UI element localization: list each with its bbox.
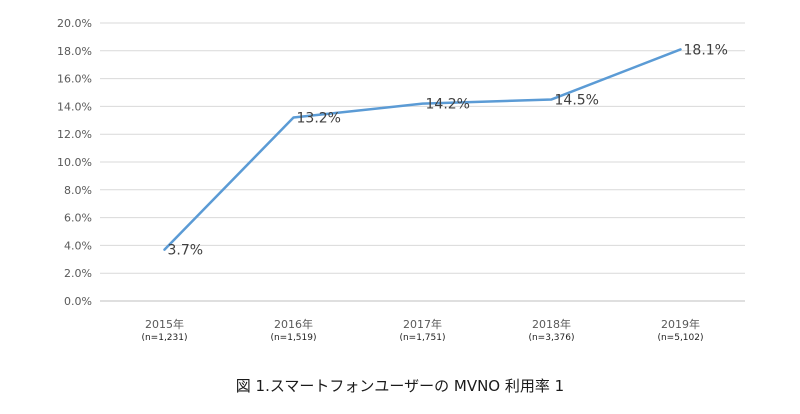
series-line-path — [163, 48, 682, 251]
x-tick-label: 2018年 — [532, 317, 571, 331]
data-labels: 3.7% 13.2% 14.2% 14.5% 18.1% — [168, 42, 728, 258]
y-tick-label: 6.0% — [64, 212, 92, 225]
y-tick-label: 10.0% — [57, 156, 92, 169]
y-tick-label: 16.0% — [57, 73, 92, 86]
y-tick-label: 0.0% — [64, 295, 92, 308]
y-tick-label: 8.0% — [64, 184, 92, 197]
data-label: 3.7% — [168, 243, 204, 259]
y-tick-label: 12.0% — [57, 128, 92, 141]
x-axis-ticks: 2015年 (n=1,231) 2016年 (n=1,519) 2017年 (n=1,75… — [141, 317, 703, 343]
data-label: 18.1% — [684, 42, 728, 58]
x-tick-label: 2016年 — [274, 317, 313, 331]
x-tick-sample-size: (n=5,102) — [657, 333, 703, 343]
x-tick-sample-size: (n=1,751) — [399, 333, 445, 343]
x-tick-label: 2019年 — [661, 317, 700, 331]
data-label: 14.2% — [426, 97, 470, 113]
figure-caption: 図 1.スマートフォンユーザーの MVNO 利用率 1 — [236, 377, 564, 395]
y-axis-ticks: 0.0% 2.0% 4.0% 6.0% 8.0% 10.0% 12.0% 14.0% 16.0%… — [57, 17, 92, 308]
y-tick-label: 14.0% — [57, 100, 92, 113]
data-label: 13.2% — [297, 111, 341, 127]
x-tick-sample-size: (n=3,376) — [528, 333, 574, 343]
y-tick-label: 20.0% — [57, 17, 92, 30]
y-tick-label: 2.0% — [64, 267, 92, 280]
gridlines — [100, 22, 745, 302]
x-tick-sample-size: (n=1,519) — [270, 333, 316, 343]
x-tick-sample-size: (n=1,231) — [141, 333, 187, 343]
series-line — [163, 48, 682, 251]
x-tick-label: 2017年 — [403, 317, 442, 331]
y-tick-label: 18.0% — [57, 45, 92, 58]
x-tick-label: 2015年 — [145, 317, 184, 331]
y-tick-label: 4.0% — [64, 239, 92, 252]
data-label: 14.5% — [555, 92, 599, 108]
